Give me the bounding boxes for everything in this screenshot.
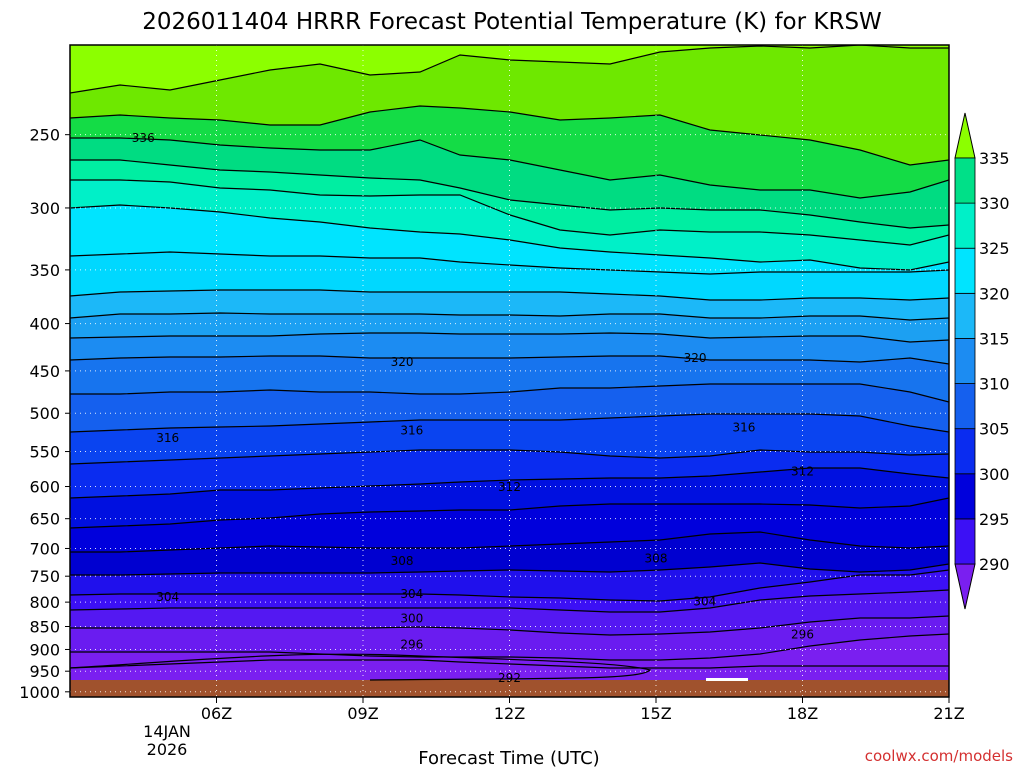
y-tick-label: 300 (29, 199, 60, 218)
colorbar-bin (954, 338, 976, 384)
contour-label: 320 (684, 351, 707, 365)
contour-label: 312 (791, 465, 814, 479)
contour-line-19 (70, 569, 949, 602)
x-axis-title: Forecast Time (UTC) (418, 748, 599, 768)
date-label-day: 14JAN (143, 722, 191, 741)
y-tick-label: 450 (29, 362, 60, 381)
colorbar-bin (954, 383, 976, 430)
contour-label: 300 (400, 611, 423, 625)
colorbar-min-arrow (954, 563, 976, 610)
contour-label: 316 (156, 431, 179, 445)
y-axis: 250 300 350 400 450 500 550 600 650 700 750 800 850 9… (19, 126, 70, 702)
contour-line-23 (70, 659, 949, 669)
y-tick-label: 250 (29, 126, 60, 145)
contour-line-22 (70, 633, 949, 661)
y-tick-label: 900 (29, 640, 60, 659)
contour-labels: 336 320 320 316 316 316 312 312 308 308 304 304 304 3… (132, 131, 814, 685)
contour-label: 312 (498, 480, 521, 494)
surface-marker (706, 678, 748, 681)
y-tick-label: 700 (29, 539, 60, 558)
contour-label: 292 (498, 671, 521, 685)
x-tick-label: 18Z (787, 704, 818, 723)
filled-contour-bands (70, 45, 949, 697)
contour-label: 304 (156, 590, 179, 604)
contour-line-12 (70, 383, 949, 403)
colorbar: 290 295 300 305 310 315 320 325 330 335 (954, 112, 1010, 610)
contour-label: 304 (400, 587, 423, 601)
colorbar-bin (954, 428, 976, 475)
ground-surface (70, 680, 949, 697)
date-label-year: 2026 (147, 740, 188, 759)
x-tick-label: 06Z (201, 704, 232, 723)
colorbar-bin (954, 202, 976, 249)
y-tick-label: 650 (29, 510, 60, 529)
x-tick-label: 09Z (347, 704, 378, 723)
colorbar-label: 330 (979, 194, 1010, 213)
y-tick-label: 350 (29, 261, 60, 280)
contour-label: 320 (391, 355, 414, 369)
colorbar-max-arrow (954, 112, 976, 159)
colorbar-bin (954, 473, 976, 520)
y-tick-label: 500 (29, 404, 60, 423)
contour-line-2 (70, 105, 949, 166)
colorbar-label: 290 (979, 555, 1010, 574)
colorbar-bin (954, 518, 976, 565)
contour-label: 316 (732, 420, 755, 434)
y-tick-label: 550 (29, 443, 60, 462)
contour-label: 316 (400, 424, 423, 438)
colorbar-label: 335 (979, 149, 1010, 168)
colorbar-label: 320 (979, 284, 1010, 303)
colorbar-label: 310 (979, 375, 1010, 394)
colorbar-label: 295 (979, 510, 1010, 529)
y-tick-label: 750 (29, 567, 60, 586)
colorbar-label: 325 (979, 239, 1010, 258)
y-tick-label: 600 (29, 478, 60, 497)
x-tick-label: 15Z (640, 704, 671, 723)
contour-label: 336 (132, 131, 155, 145)
contour-line-20 (70, 589, 949, 613)
y-tick-label: 800 (29, 593, 60, 612)
y-tick-label: 400 (29, 315, 60, 334)
colorbar-bin (954, 247, 976, 294)
colorbar-label: 305 (979, 420, 1010, 439)
contour-line-8 (70, 289, 949, 301)
colorbar-label: 315 (979, 329, 1010, 348)
colorbar-bin (954, 292, 976, 339)
y-tick-label: 850 (29, 617, 60, 636)
contour-label: 308 (645, 552, 668, 566)
x-tick-label: 12Z (494, 704, 525, 723)
x-axis: 06Z 09Z 12Z 15Z 18Z 21Z (201, 697, 965, 723)
colorbar-label: 300 (979, 465, 1010, 484)
contour-label: 308 (391, 554, 414, 568)
y-tick-label: 1000 (19, 683, 60, 702)
credit-link[interactable]: coolwx.com/models (865, 747, 1013, 765)
contour-line-11 (70, 355, 949, 365)
contour-label: 296 (400, 638, 423, 652)
contour-label: 296 (791, 627, 814, 641)
band-coldest (370, 668, 560, 680)
contour-line-10 (70, 332, 949, 343)
contour-line-292 (70, 653, 652, 681)
colorbar-bin (954, 157, 976, 204)
chart-title: 2026011404 HRRR Forecast Potential Tempe… (142, 9, 882, 35)
x-tick-label: 21Z (933, 704, 964, 723)
y-tick-label: 950 (29, 662, 60, 681)
contour-label: 304 (693, 595, 716, 609)
